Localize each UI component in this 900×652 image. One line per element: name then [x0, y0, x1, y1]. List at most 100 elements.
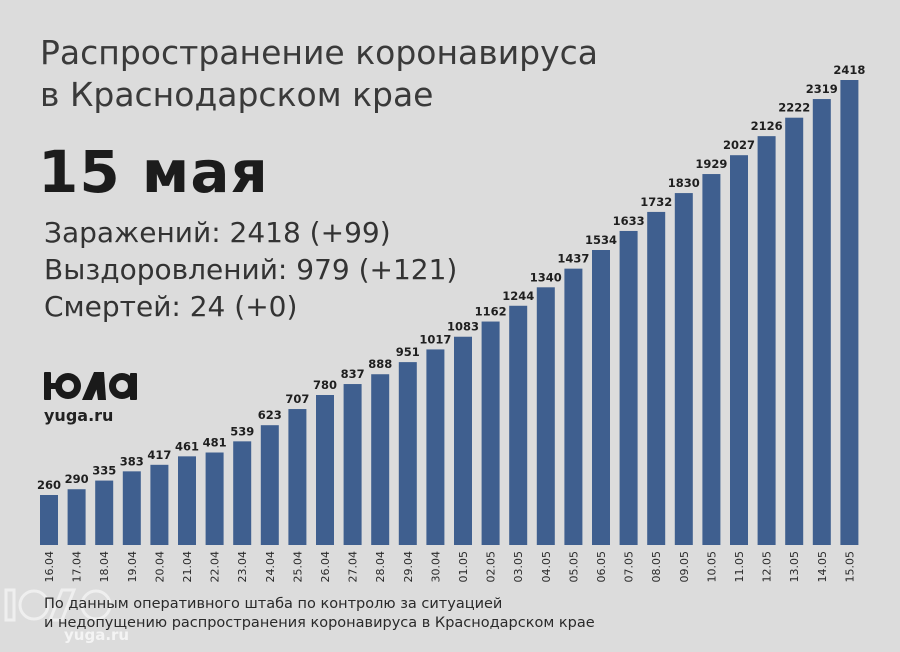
source-line-2: и недопущению распространения коронавиру…: [44, 615, 595, 631]
bar-value-label: 1830: [668, 176, 700, 190]
x-tick-label: 12.05: [761, 551, 774, 583]
bar-15.05: [840, 80, 859, 545]
stat-deaths: Смертей: 24 (+0): [44, 290, 298, 323]
x-tick-label: 02.05: [485, 551, 498, 583]
bar-value-label: 1083: [447, 320, 479, 334]
logo-site-text: yuga.ru: [44, 406, 114, 425]
x-tick-label: 06.05: [595, 551, 608, 583]
bar-value-label: 290: [65, 472, 89, 486]
x-tick-label: 23.04: [236, 551, 249, 583]
bar-13.05: [785, 117, 804, 545]
bar-value-label: 417: [147, 448, 171, 462]
bar-value-label: 461: [175, 439, 199, 453]
bar-value-label: 335: [92, 464, 116, 478]
x-tick-label: 17.04: [71, 551, 84, 583]
bar-09.05: [674, 193, 693, 546]
bar-value-label: 1162: [475, 305, 507, 319]
bar-20.04: [150, 464, 169, 545]
x-tick-label: 04.05: [540, 551, 553, 583]
bar-value-label: 2418: [833, 63, 865, 77]
bar-22.04: [205, 452, 224, 545]
source-line-1: По данным оперативного штаба по контролю…: [44, 596, 503, 612]
bar-07.05: [619, 230, 638, 545]
bar-value-label: 2319: [806, 82, 838, 96]
bar-value-label: 707: [285, 392, 309, 406]
bar-05.05: [564, 268, 583, 545]
x-tick-label: 28.04: [374, 551, 387, 583]
bar-value-label: 1437: [557, 252, 589, 266]
x-tick-label: 03.05: [512, 551, 525, 583]
x-tick-label: 14.05: [816, 551, 829, 583]
x-tick-label: 29.04: [402, 551, 415, 583]
x-tick-label: 13.05: [788, 551, 801, 583]
x-tick-label: 18.04: [98, 551, 111, 583]
stats-block: Заражений: 2418 (+99) Выздоровлений: 979…: [44, 214, 457, 325]
bar-06.05: [592, 250, 610, 545]
x-tick-label: 07.05: [623, 551, 636, 583]
x-tick-label: 30.04: [429, 551, 442, 583]
bar-value-label: 260: [37, 478, 61, 492]
x-tick-label: 11.05: [733, 551, 746, 583]
bar-value-label: 481: [203, 436, 227, 450]
bar-04.05: [536, 287, 555, 545]
bar-value-label: 1017: [419, 332, 451, 346]
bar-value-label: 837: [341, 367, 365, 381]
bar-value-label: 1633: [613, 214, 645, 228]
x-tick-label: 05.05: [567, 551, 580, 583]
bar-value-label: 2027: [723, 138, 755, 152]
bar-value-label: 2126: [751, 119, 783, 133]
source-note: По данным оперативного штаба по контролю…: [44, 595, 595, 633]
bar-18.04: [95, 480, 114, 545]
bar-12.05: [757, 136, 776, 545]
x-tick-label: 21.04: [181, 551, 194, 583]
bar-14.05: [812, 99, 831, 546]
title-line-2: в Краснодарском крае: [40, 75, 434, 114]
stat-recovered: Выздоровлений: 979 (+121): [44, 253, 458, 286]
bar-value-label: 951: [396, 345, 420, 359]
bar-value-label: 1340: [530, 270, 562, 284]
x-tick-label: 24.04: [264, 551, 277, 583]
bar-10.05: [702, 174, 721, 546]
watermark-logo: [4, 588, 112, 622]
bar-19.04: [122, 471, 141, 545]
bar-28.04: [371, 374, 390, 545]
bar-value-label: 623: [258, 408, 282, 422]
bar-26.04: [316, 395, 334, 545]
bar-29.04: [398, 362, 417, 545]
x-tick-label: 19.04: [126, 551, 139, 583]
title-line-1: Распространение коронавируса: [40, 33, 599, 72]
bar-value-label: 1929: [695, 157, 727, 171]
bar-value-label: 780: [313, 378, 337, 392]
bar-03.05: [509, 305, 528, 545]
bar-27.04: [343, 384, 362, 545]
x-tick-label: 20.04: [153, 551, 166, 583]
x-tick-label: 10.05: [705, 551, 718, 583]
bar-30.04: [426, 349, 445, 545]
bar-value-label: 888: [368, 357, 392, 371]
bar-16.04: [40, 495, 58, 545]
bar-value-label: 1732: [640, 195, 672, 209]
bar-25.04: [288, 409, 307, 545]
x-tick-label: 08.05: [650, 551, 663, 583]
x-tick-label: 22.04: [209, 551, 222, 583]
bar-08.05: [647, 211, 666, 545]
x-tick-label: 25.04: [291, 551, 304, 583]
watermark-site-text: yuga.ru: [64, 626, 130, 644]
x-tick-label: 26.04: [319, 551, 332, 583]
x-tick-label: 09.05: [678, 551, 691, 583]
bar-value-label: 539: [230, 424, 254, 438]
yuga-logo: [44, 372, 137, 400]
bar-11.05: [730, 155, 748, 545]
bar-24.04: [260, 425, 279, 545]
x-tick-label: 27.04: [347, 551, 360, 583]
bar-02.05: [481, 321, 500, 545]
bar-value-label: 2222: [778, 101, 810, 115]
stat-infected: Заражений: 2418 (+99): [44, 216, 391, 249]
bar-value-label: 383: [120, 454, 144, 468]
report-date: 15 мая: [38, 138, 269, 206]
bar-21.04: [178, 456, 196, 545]
bar-value-label: 1244: [502, 289, 534, 303]
bar-value-label: 1534: [585, 233, 617, 247]
x-tick-label: 16.04: [43, 551, 56, 583]
